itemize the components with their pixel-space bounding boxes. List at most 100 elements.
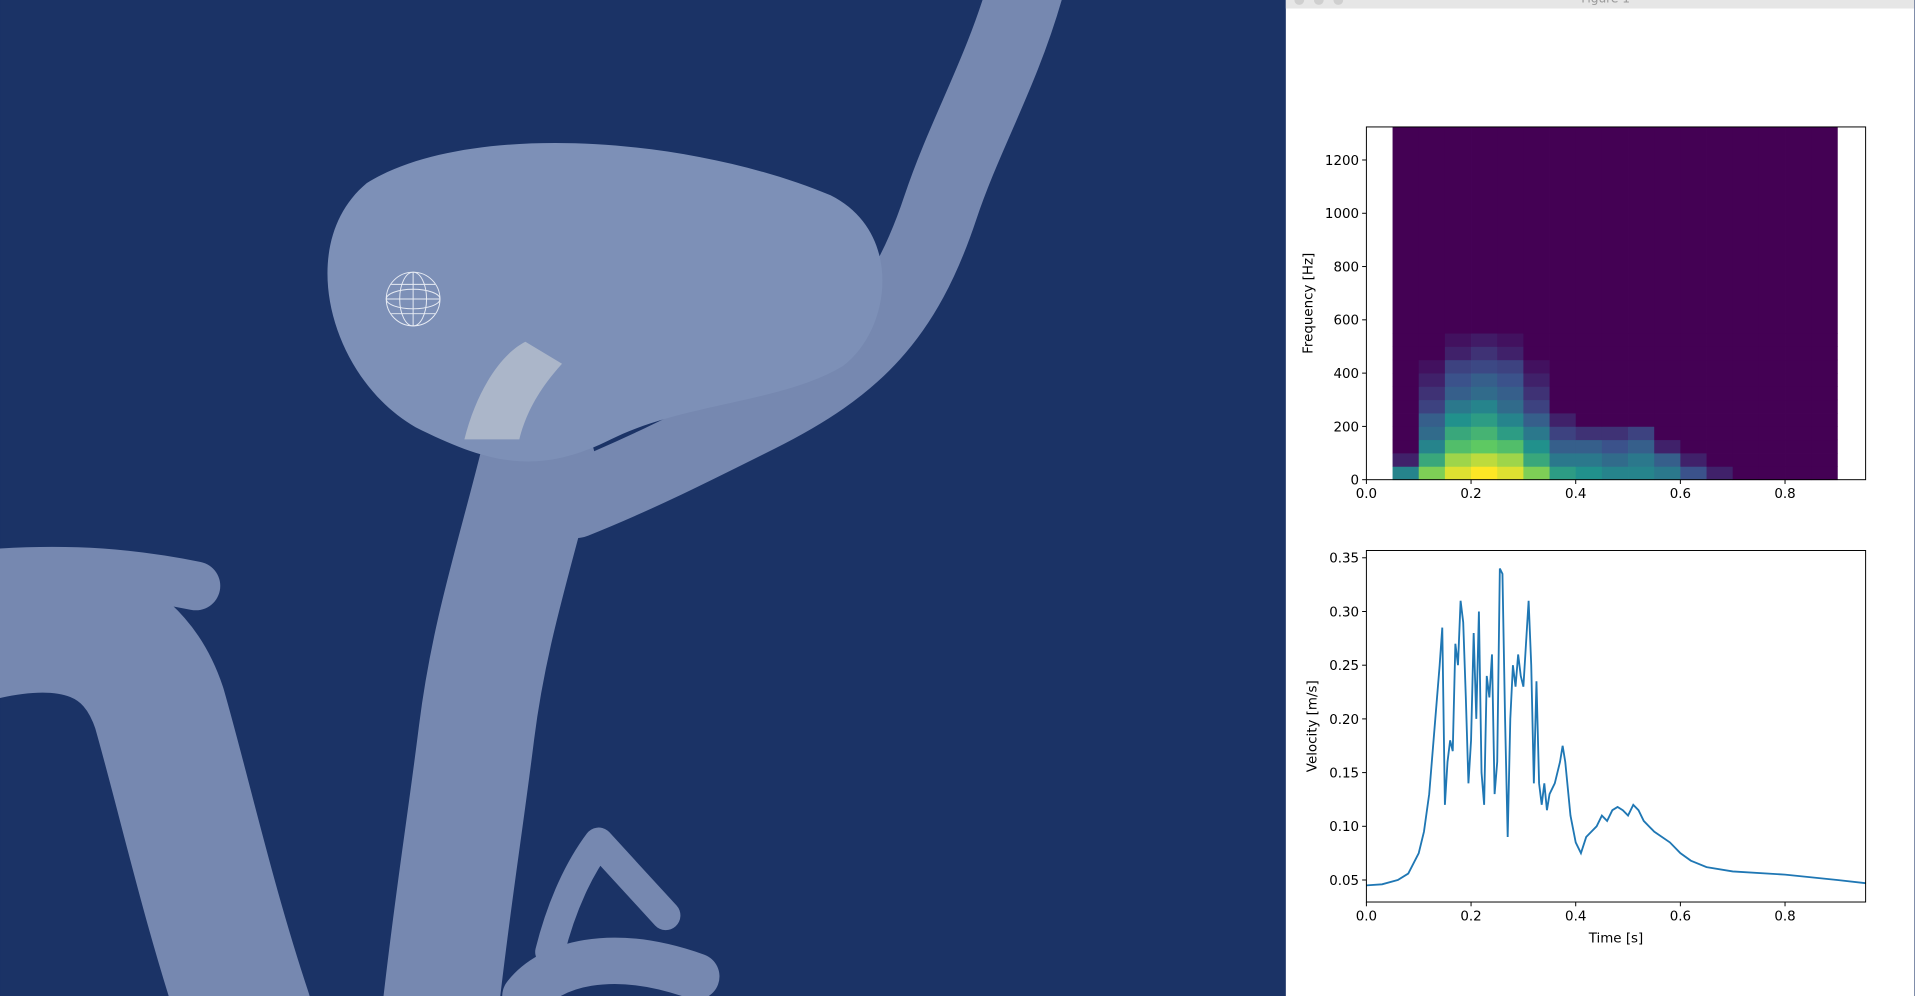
spectrogram-cell xyxy=(1680,413,1707,427)
spectrogram-cell xyxy=(1392,373,1420,387)
spectrogram-cell xyxy=(1471,466,1498,481)
spectrogram-cell xyxy=(1418,333,1446,347)
spectrogram-cell xyxy=(1706,333,1734,347)
spectrogram-cell xyxy=(1575,333,1603,347)
spectrogram-cell xyxy=(1497,333,1524,347)
spectrogram-cell xyxy=(1444,359,1472,374)
spectrogram-cell xyxy=(1418,399,1446,414)
spectrogram-cell xyxy=(1523,386,1550,401)
window-button[interactable] xyxy=(1294,0,1305,5)
spectrogram-cell xyxy=(1575,346,1603,361)
spectrogram-cell xyxy=(1732,439,1760,454)
x-tick-label: 0.6 xyxy=(1670,909,1691,924)
spectrogram-cell xyxy=(1418,373,1446,387)
spectrogram-cell xyxy=(1785,426,1812,441)
spectrogram-cell xyxy=(1706,399,1734,414)
spectrogram-cell xyxy=(1471,126,1498,334)
spectrogram-cell xyxy=(1392,126,1420,334)
spectrogram-cell xyxy=(1471,399,1498,414)
spectrogram-cell xyxy=(1654,359,1681,374)
spectrogram-cell xyxy=(1392,426,1420,441)
x-tick-label: 0.8 xyxy=(1774,487,1795,502)
spectrogram-cell xyxy=(1497,373,1524,387)
spectrogram-cell xyxy=(1392,359,1420,374)
y-tick-label: 0.15 xyxy=(1329,766,1359,781)
spectrogram-cell xyxy=(1628,413,1655,427)
spectrogram-cell xyxy=(1418,359,1446,374)
y-tick-label: 0 xyxy=(1351,474,1360,489)
spectrogram-cell xyxy=(1785,413,1812,427)
spectrogram-cell xyxy=(1418,126,1446,334)
spectrogram-cell xyxy=(1706,346,1734,361)
title-bar xyxy=(1285,0,1915,9)
spectrogram-cell xyxy=(1628,373,1655,387)
spectrogram-cell xyxy=(1471,413,1498,427)
spectrogram-cell xyxy=(1680,453,1707,467)
spectrogram-cell xyxy=(1601,346,1629,361)
spectrogram-cell xyxy=(1706,453,1734,467)
spectrogram-cell xyxy=(1392,413,1420,427)
y-tick-label: 1000 xyxy=(1325,207,1359,222)
spectrogram-cell xyxy=(1601,413,1629,427)
spectrogram-cell xyxy=(1732,373,1760,387)
spectrogram-cell xyxy=(1575,466,1603,481)
spectrogram-cell xyxy=(1785,373,1812,387)
window-button[interactable] xyxy=(1313,0,1324,5)
spectrogram-cell xyxy=(1392,333,1420,347)
spectrogram-cell xyxy=(1497,359,1524,374)
spectrogram-cell xyxy=(1785,359,1812,374)
x-tick-label: 0.6 xyxy=(1670,487,1691,502)
spectrogram-cell xyxy=(1575,359,1603,374)
axes-frame xyxy=(1365,126,1867,481)
spectrogram-cell xyxy=(1654,373,1681,387)
spectrogram-cell xyxy=(1706,126,1734,334)
spectrogram-cell xyxy=(1811,373,1838,387)
spectrogram-cell xyxy=(1497,399,1524,414)
spectrogram-cell xyxy=(1444,386,1472,401)
spectrogram-cell xyxy=(1811,413,1838,427)
spectrogram-cell xyxy=(1732,413,1760,427)
spectrogram-cell xyxy=(1758,373,1786,387)
spectrogram-cell xyxy=(1785,453,1812,467)
spectrogram-cell xyxy=(1444,453,1472,467)
spectrogram-cell xyxy=(1680,373,1707,387)
spectrogram-cell xyxy=(1628,333,1655,347)
spectrogram-cell xyxy=(1601,439,1629,454)
spectrogram-cell xyxy=(1785,126,1812,334)
spectrogram-cell xyxy=(1549,359,1577,374)
spectrogram-cell xyxy=(1418,466,1446,481)
spectrogram-cell xyxy=(1392,439,1420,454)
spectrogram-cell xyxy=(1628,346,1655,361)
spectrogram-cell xyxy=(1471,373,1498,387)
spectrogram-cell xyxy=(1523,426,1550,441)
spectrogram-cell xyxy=(1444,426,1472,441)
spectrogram-cell xyxy=(1575,439,1603,454)
spectrogram-cell xyxy=(1628,386,1655,401)
spectrogram-cell xyxy=(1706,413,1734,427)
window-button[interactable] xyxy=(1333,0,1344,5)
spectrogram-cell xyxy=(1680,466,1707,481)
y-tick-label: 1200 xyxy=(1325,154,1359,169)
3d-viewer xyxy=(0,0,1062,996)
spectrogram-cell xyxy=(1758,413,1786,427)
x-tick-label: 0.2 xyxy=(1460,487,1481,502)
spectrogram-cell xyxy=(1601,373,1629,387)
spectrogram-cell xyxy=(1444,126,1472,334)
y-tick-label: 400 xyxy=(1333,367,1359,382)
spectrogram-cell xyxy=(1628,453,1655,467)
spectrogram-cell xyxy=(1549,439,1577,454)
vessel xyxy=(502,937,720,996)
spectrogram-cell xyxy=(1680,386,1707,401)
spectrogram-cell xyxy=(1497,426,1524,441)
spectrogram-cell xyxy=(1758,333,1786,347)
spectrogram-cell xyxy=(1680,439,1707,454)
spectrogram-cell xyxy=(1418,413,1446,427)
spectrogram-cell xyxy=(1601,466,1629,481)
spectrogram-cell xyxy=(1549,453,1577,467)
spectrogram-cell xyxy=(1471,453,1498,467)
window-title: Figure 1 xyxy=(1581,0,1630,5)
spectrogram-cell xyxy=(1549,333,1577,347)
spectrogram-cell xyxy=(1654,386,1681,401)
spectrogram-cell xyxy=(1392,466,1420,481)
spectrogram-cell xyxy=(1732,359,1760,374)
